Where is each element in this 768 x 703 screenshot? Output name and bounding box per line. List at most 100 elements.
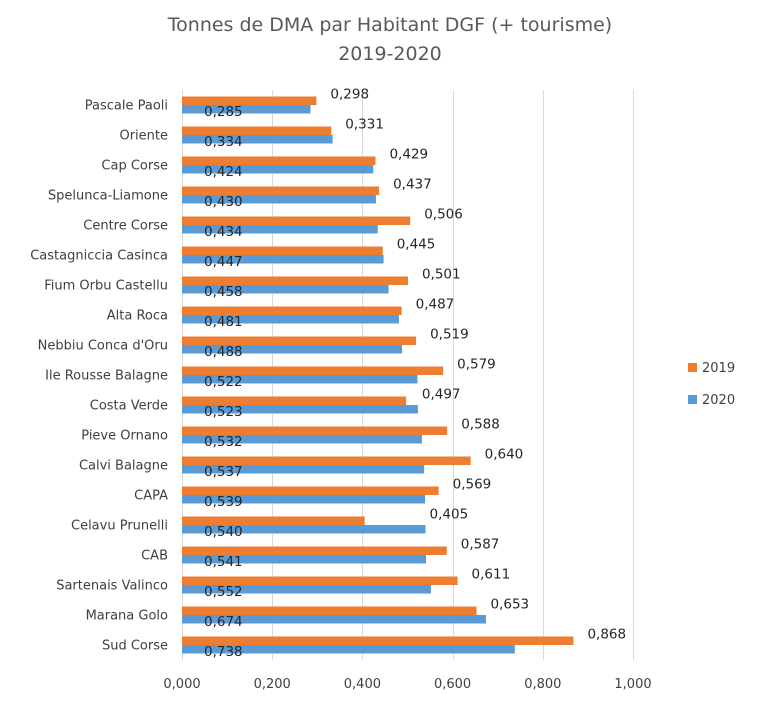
bar-2020: [182, 645, 515, 654]
legend: 2019 2020: [688, 361, 735, 408]
bar-2019: [182, 306, 402, 315]
bar-2019: [182, 546, 447, 555]
bar-2019: [182, 126, 332, 135]
data-label-2020: 0,481: [204, 314, 243, 330]
category-label: Pascale Paoli: [85, 99, 168, 114]
x-tick-label: 0,600: [434, 677, 471, 692]
bar-2019: [182, 426, 448, 435]
bar-2019: [182, 366, 444, 375]
category-label: Marana Golo: [86, 609, 168, 624]
category-label: CAPA: [134, 489, 168, 504]
bar-2019: [182, 96, 317, 105]
bar-2020: [182, 375, 418, 384]
category-label: Oriente: [119, 129, 168, 144]
bar-2019: [182, 606, 477, 615]
data-label-2019: 0,298: [330, 87, 369, 103]
data-label-2020: 0,738: [204, 644, 243, 660]
data-label-2019: 0,487: [416, 297, 455, 313]
data-label-2019: 0,653: [491, 597, 530, 613]
bar-2019: [182, 186, 380, 195]
bar-2019: [182, 276, 408, 285]
bar-2019: [182, 156, 376, 165]
data-label-2019: 0,611: [472, 567, 511, 583]
bar-2019: [182, 396, 407, 405]
bar-2020: [182, 285, 389, 294]
category-label: Alta Roca: [107, 309, 168, 324]
chart-subtitle: 2019-2020: [338, 43, 442, 65]
data-label-2020: 0,523: [204, 404, 243, 420]
category-label: Spelunca-Liamone: [48, 189, 168, 204]
bar-2020: [182, 555, 426, 564]
bar-2020: [182, 135, 333, 144]
bar-2020: [182, 105, 311, 114]
category-label: Sartenais Valinco: [56, 579, 168, 594]
bar-2019: [182, 636, 574, 645]
data-label-2020: 0,447: [204, 254, 243, 270]
data-label-2019: 0,501: [422, 267, 461, 283]
bar-2020: [182, 435, 422, 444]
data-label-2020: 0,522: [204, 374, 243, 390]
data-label-2019: 0,437: [393, 177, 432, 193]
data-label-2019: 0,506: [424, 207, 463, 223]
category-label: Nebbiu Conca d'Oru: [38, 339, 168, 354]
bar-2020: [182, 405, 418, 414]
bar-2020: [182, 615, 486, 624]
data-labels: 0,298 0,285 0,331 0,334 0,429 0,424 0,437 0,430…: [204, 87, 626, 661]
bar-2019: [182, 456, 471, 465]
x-tick-label: 1,000: [614, 677, 651, 692]
data-label-2020: 0,424: [204, 164, 243, 180]
category-label: Cap Corse: [101, 159, 168, 174]
data-label-2020: 0,552: [204, 584, 243, 600]
x-tick-label: 0,200: [254, 677, 291, 692]
data-label-2019: 0,640: [485, 447, 524, 463]
data-label-2019: 0,405: [430, 507, 469, 523]
data-label-2019: 0,569: [453, 477, 492, 493]
data-label-2020: 0,334: [204, 134, 243, 150]
bar-2019: [182, 516, 365, 525]
category-label: Costa Verde: [90, 399, 168, 414]
legend-swatch-2020: [688, 395, 697, 404]
data-label-2019: 0,587: [461, 537, 500, 553]
category-label: Calvi Balagne: [79, 459, 168, 474]
data-label-2019: 0,588: [461, 417, 500, 433]
bar-2020: [182, 465, 425, 474]
data-label-2020: 0,458: [204, 284, 243, 300]
data-label-2019: 0,579: [457, 357, 496, 373]
category-label: Castagniccia Casinca: [30, 249, 168, 264]
x-tick-label: 0,800: [524, 677, 561, 692]
category-label: CAB: [141, 549, 168, 564]
data-label-2020: 0,532: [204, 434, 243, 450]
data-label-2019: 0,331: [345, 117, 384, 133]
category-label: Pieve Ornano: [81, 429, 168, 444]
bar-2019: [182, 336, 417, 345]
data-label-2019: 0,429: [389, 147, 428, 163]
data-label-2020: 0,674: [204, 614, 243, 630]
data-label-2020: 0,537: [204, 464, 243, 480]
category-label: Fium Orbu Castellu: [44, 279, 168, 294]
data-label-2019: 0,868: [587, 627, 626, 643]
bars: [182, 96, 574, 654]
bar-2020: [182, 165, 374, 174]
category-label: Sud Corse: [102, 639, 168, 654]
bar-2019: [182, 246, 383, 255]
bar-2020: [182, 315, 399, 324]
bar-2020: [182, 345, 403, 354]
bar-2020: [182, 525, 426, 534]
bar-2020: [182, 495, 426, 504]
category-axis: Pascale Paoli Oriente Cap Corse Spelunca-Li…: [30, 99, 168, 654]
data-label-2019: 0,445: [397, 237, 436, 253]
legend-label: 2019: [702, 361, 735, 376]
bar-2019: [182, 486, 439, 495]
data-label-2019: 0,519: [430, 327, 469, 343]
category-label: Ile Rousse Balagne: [45, 369, 168, 384]
bar-2020: [182, 585, 431, 594]
data-label-2020: 0,430: [204, 194, 243, 210]
bar-2019: [182, 216, 411, 225]
bar-2019: [182, 576, 458, 585]
x-tick-label: 0,000: [163, 677, 200, 692]
data-label-2020: 0,434: [204, 224, 243, 240]
data-label-2019: 0,497: [422, 387, 461, 403]
data-label-2020: 0,541: [204, 554, 243, 570]
